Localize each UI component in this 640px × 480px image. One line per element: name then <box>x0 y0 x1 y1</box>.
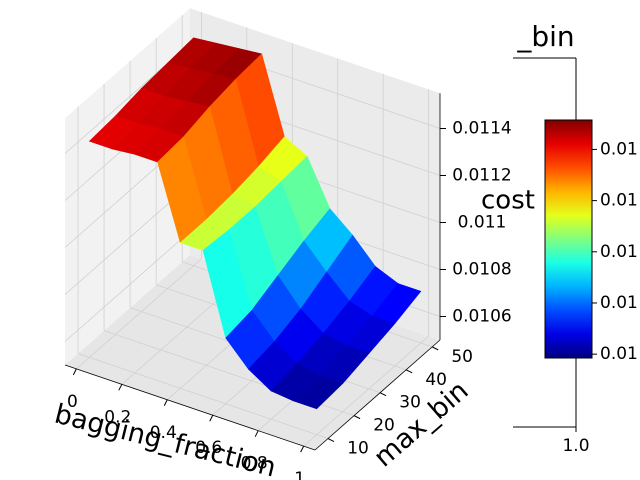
x-tick-label: 0.4 <box>150 423 177 443</box>
colorbar-tick-label: 0.01 <box>600 242 638 262</box>
chart-title: _bin <box>516 20 574 53</box>
y-tick-label: 10 <box>347 439 369 459</box>
axis-line <box>64 364 316 451</box>
x-tick-label: 0.8 <box>241 454 268 474</box>
axis-line <box>314 339 441 451</box>
y-tick <box>353 415 361 420</box>
y-tick-label: 30 <box>399 393 421 413</box>
colorbar-gradient <box>544 119 593 359</box>
grid-line <box>77 353 329 439</box>
colorbar-tick-label: 0.01 <box>600 344 638 364</box>
colorbar-tick-label: 0.01 <box>600 293 638 313</box>
surface <box>88 37 422 410</box>
surface-patch <box>293 375 344 410</box>
grid-line <box>76 258 202 370</box>
colorbar-tick-label: 0.01 <box>600 139 638 159</box>
y-tick-label: 50 <box>451 347 473 367</box>
y-tick <box>379 392 387 397</box>
y-tick <box>431 346 439 351</box>
x-tick <box>163 399 168 406</box>
x-tick <box>254 430 259 437</box>
x-tick-label: 0 <box>67 392 78 412</box>
z-tick-label: 0.0114 <box>452 119 511 139</box>
z-tick-label: 0.0108 <box>452 260 511 280</box>
z-tick-label: 0.011 <box>458 213 507 233</box>
x-tick <box>300 445 305 453</box>
grid-line <box>64 231 191 342</box>
x-tick <box>209 415 214 422</box>
x-tick-label: 0.6 <box>195 438 222 458</box>
colorbar-tick-label: 0.01 <box>600 191 638 211</box>
y-tick-label: 20 <box>373 416 395 436</box>
z-axis-label: cost <box>481 186 535 216</box>
z-tick-label: 0.0112 <box>452 166 511 186</box>
x-tick-label: 0.2 <box>104 407 131 427</box>
x-tick-label: 1 <box>294 469 305 480</box>
z-tick-label: 0.0106 <box>452 307 511 327</box>
y-tick-label: 40 <box>425 370 447 390</box>
overlay-tick-label: 1.0 <box>562 436 589 456</box>
x-tick <box>118 384 123 391</box>
y-tick <box>327 438 335 442</box>
y-tick <box>405 369 413 374</box>
x-tick <box>72 368 77 376</box>
grid-line <box>303 335 429 447</box>
colorbar: 0.01 0.01 0.01 0.01 0.01 1.0 <box>544 119 638 456</box>
